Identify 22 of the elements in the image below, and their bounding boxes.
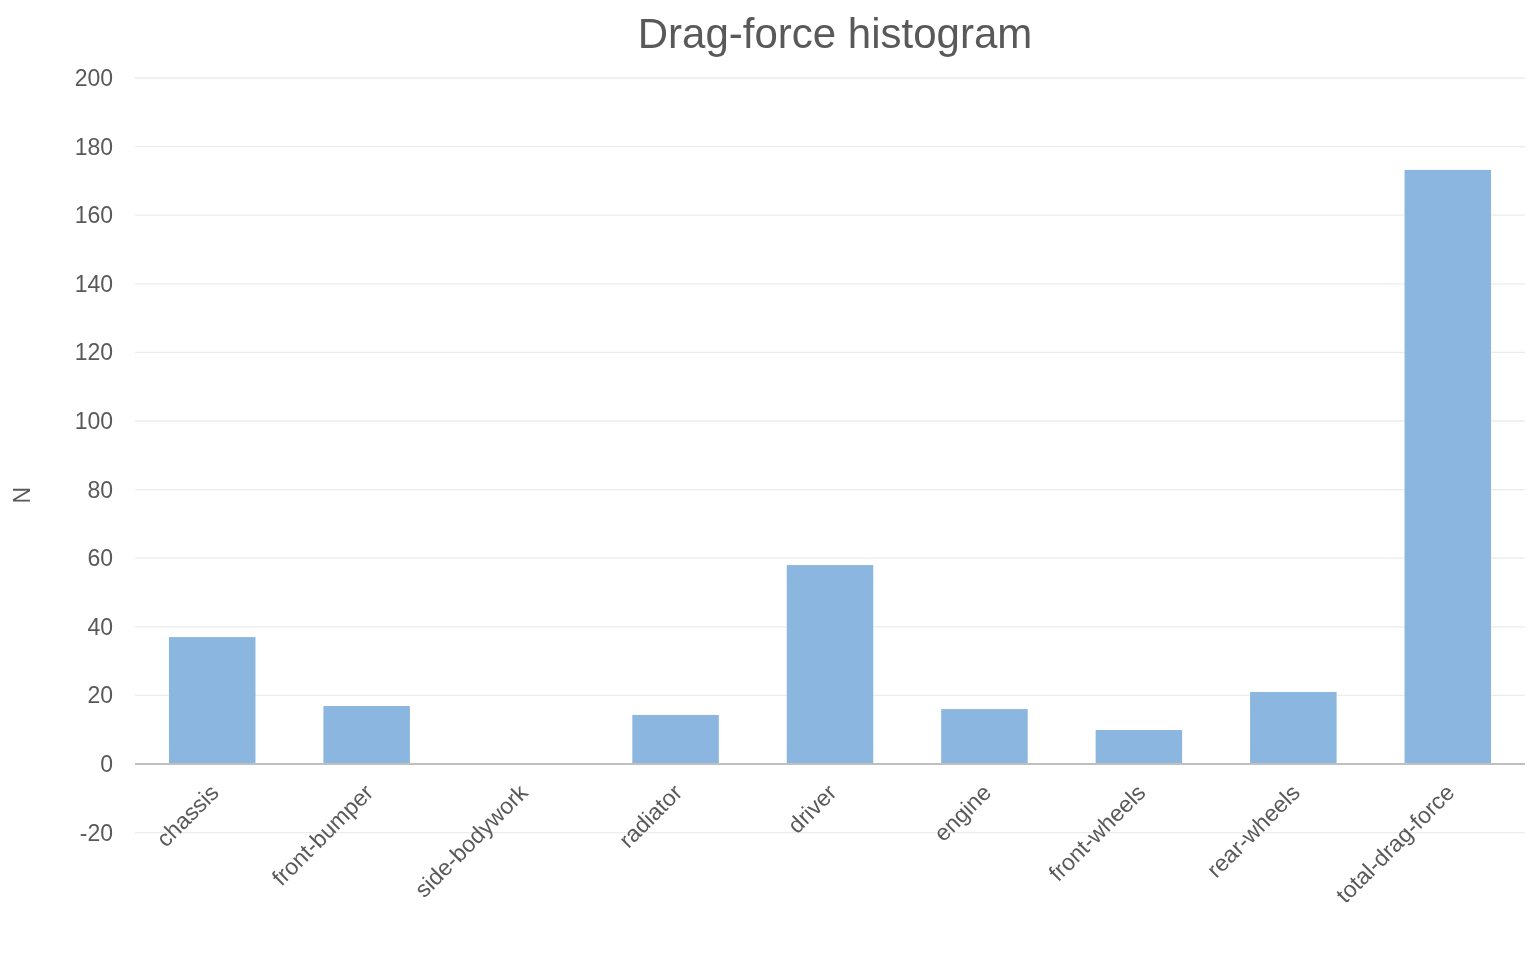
y-tick-label: 160 — [74, 202, 113, 229]
y-tick-label: 180 — [74, 133, 113, 160]
bar — [941, 709, 1028, 764]
y-axis-title: N — [9, 486, 35, 504]
bar — [323, 706, 410, 764]
bar — [632, 714, 719, 764]
y-tick-label: 140 — [74, 270, 113, 297]
y-tick-label: 80 — [87, 476, 113, 503]
y-tick-label: 120 — [74, 339, 113, 366]
y-tick-label: 20 — [87, 682, 113, 709]
y-tick-label: 200 — [74, 65, 113, 92]
y-tick-label: 100 — [74, 408, 113, 435]
bar — [786, 565, 874, 764]
y-tick-label: -20 — [79, 819, 113, 846]
y-tick-label: 60 — [87, 545, 113, 572]
bar — [1404, 169, 1492, 764]
y-tick-label: 0 — [100, 751, 113, 778]
chart-title: Drag-force histogram — [637, 10, 1033, 57]
bar — [168, 637, 256, 764]
bar — [1095, 730, 1183, 764]
bar — [1250, 691, 1337, 764]
y-tick-label: 40 — [87, 613, 113, 640]
